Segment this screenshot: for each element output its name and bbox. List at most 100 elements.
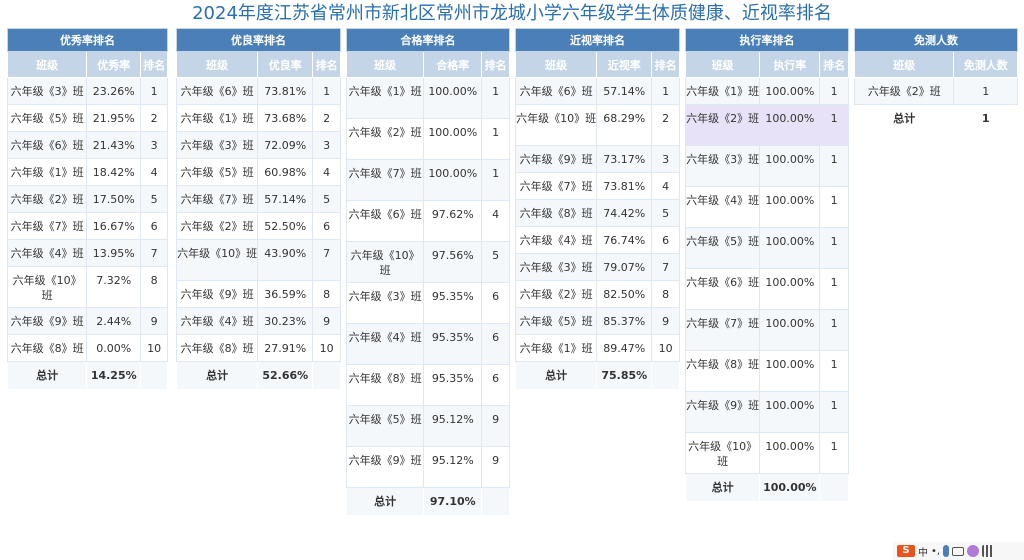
table-row: 六年级《2》班 52.50% 6 — [175, 212, 341, 240]
total-row: 总计 97.10% — [345, 487, 510, 516]
table-row: 六年级《5》班 21.95% 2 — [6, 104, 168, 132]
rate-cell: 97.62% — [423, 200, 483, 242]
keyboard-icon[interactable] — [952, 546, 965, 556]
class-cell: 六年级《2》班 — [684, 104, 761, 146]
table-row: 六年级《8》班 0.00% 10 — [6, 334, 168, 362]
rate-cell: 100.00% — [759, 350, 821, 392]
rank-cell: 1 — [651, 77, 680, 105]
table-row: 六年级《9》班 73.17% 3 — [514, 145, 680, 173]
rank-cell: 10 — [651, 334, 680, 362]
rate-cell: 89.47% — [596, 334, 653, 362]
class-cell: 六年级《2》班 — [853, 77, 955, 105]
rate-cell: 100.00% — [759, 186, 821, 228]
class-cell: 六年级《8》班 — [175, 334, 259, 362]
rank-cell: 4 — [312, 158, 341, 186]
rank-cell: 4 — [140, 158, 168, 186]
rank-cell: 1 — [481, 118, 510, 160]
rate-cell: 100.00% — [759, 268, 821, 310]
table-row: 六年级《8》班 74.42% 5 — [514, 199, 680, 227]
rate-cell: 43.90% — [257, 239, 314, 281]
table-row: 六年级《9》班 2.44% 9 — [6, 307, 168, 335]
skin-icon[interactable] — [967, 545, 980, 557]
total-label: 总计 — [514, 361, 598, 390]
microphone-icon[interactable] — [943, 545, 950, 557]
class-cell: 六年级《10》班 — [684, 432, 761, 474]
rank-cell: 6 — [651, 226, 680, 254]
rate-cell: 100.00% — [759, 309, 821, 351]
rank-cell: 7 — [312, 239, 341, 281]
class-cell: 六年级《4》班 — [684, 186, 761, 228]
ime-logo-icon[interactable]: S — [897, 545, 915, 557]
table-caption: 优秀率排名 — [7, 28, 168, 52]
class-cell: 六年级《8》班 — [6, 334, 88, 362]
total-row: 总计 14.25% — [6, 361, 168, 390]
table-row: 六年级《10》班 100.00% 1 — [684, 432, 849, 474]
table-row: 六年级《9》班 95.12% 9 — [345, 446, 510, 488]
punctuation-icon[interactable]: •, — [931, 545, 941, 557]
class-cell: 六年级《1》班 — [345, 77, 425, 119]
table-row: 六年级《10》班 97.56% 5 — [345, 241, 510, 283]
rate-cell: 76.74% — [596, 226, 653, 254]
rate-cell: 18.42% — [86, 158, 142, 186]
rank-cell: 5 — [312, 185, 341, 213]
class-cell: 六年级《10》班 — [6, 266, 88, 308]
class-cell: 六年级《7》班 — [6, 212, 88, 240]
class-cell: 六年级《6》班 — [345, 200, 425, 242]
rank-cell: 4 — [651, 172, 680, 200]
rank-cell: 9 — [481, 405, 510, 447]
rank-cell: 8 — [651, 280, 680, 308]
class-cell: 六年级《4》班 — [6, 239, 88, 267]
rank-cell: 1 — [819, 268, 849, 310]
table-row: 六年级《3》班 72.09% 3 — [175, 131, 341, 159]
table-row: 六年级《1》班 18.42% 4 — [6, 158, 168, 186]
class-cell: 六年级《5》班 — [514, 307, 598, 335]
table-caption: 优良率排名 — [176, 28, 341, 52]
class-cell: 六年级《9》班 — [345, 446, 425, 488]
rank-cell: 8 — [312, 280, 341, 308]
rank-cell: 10 — [312, 334, 341, 362]
rank-cell: 1 — [819, 145, 849, 187]
rate-cell: 2.44% — [86, 307, 142, 335]
table-caption: 近视率排名 — [515, 28, 680, 52]
rate-cell: 73.81% — [257, 77, 314, 105]
total-value: 97.10% — [423, 487, 483, 516]
class-cell: 六年级《7》班 — [514, 172, 598, 200]
table-row: 六年级《6》班 97.62% 4 — [345, 200, 510, 242]
table-row: 六年级《2》班 100.00% 1 — [345, 118, 510, 160]
rank-cell: 6 — [481, 364, 510, 406]
column-header-class: 班级 — [6, 51, 88, 78]
column-header-rate: 优秀率 — [86, 51, 142, 78]
class-cell: 六年级《7》班 — [684, 309, 761, 351]
rank-cell: 9 — [651, 307, 680, 335]
table-row: 六年级《7》班 16.67% 6 — [6, 212, 168, 240]
class-cell: 六年级《8》班 — [514, 199, 598, 227]
good-rate-table: 优良率排名 班级 优良率 排名 六年级《6》班 73.81% 1 六年级《1》班 73.… — [175, 28, 341, 390]
class-cell: 六年级《3》班 — [345, 282, 425, 324]
table-row: 六年级《5》班 85.37% 9 — [514, 307, 680, 335]
class-cell: 六年级《4》班 — [514, 226, 598, 254]
class-cell: 六年级《6》班 — [175, 77, 259, 105]
rate-cell: 72.09% — [257, 131, 314, 159]
class-cell: 六年级《10》班 — [175, 239, 259, 281]
table-row: 六年级《7》班 57.14% 5 — [175, 185, 341, 213]
rank-cell: 1 — [819, 186, 849, 228]
rank-cell: 8 — [140, 266, 168, 308]
ime-mode-toggle[interactable]: 中 — [918, 547, 928, 559]
rank-cell: 10 — [140, 334, 168, 362]
rate-cell: 100.00% — [759, 432, 821, 474]
rank-cell: 6 — [481, 282, 510, 324]
rate-cell: 79.07% — [596, 253, 653, 281]
grid-icon[interactable] — [982, 545, 995, 557]
rank-cell: 3 — [651, 145, 680, 173]
rate-cell: 16.67% — [86, 212, 142, 240]
table-row: 六年级《4》班 100.00% 1 — [684, 186, 849, 228]
rank-cell: 5 — [140, 185, 168, 213]
rank-cell: 9 — [140, 307, 168, 335]
rate-cell: 100.00% — [759, 227, 821, 269]
total-row: 总计 75.85% — [514, 361, 680, 390]
rate-cell: 95.35% — [423, 323, 483, 365]
rank-cell: 2 — [651, 104, 680, 146]
rate-cell: 0.00% — [86, 334, 142, 362]
table-row: 六年级《3》班 79.07% 7 — [514, 253, 680, 281]
rank-cell: 6 — [140, 212, 168, 240]
